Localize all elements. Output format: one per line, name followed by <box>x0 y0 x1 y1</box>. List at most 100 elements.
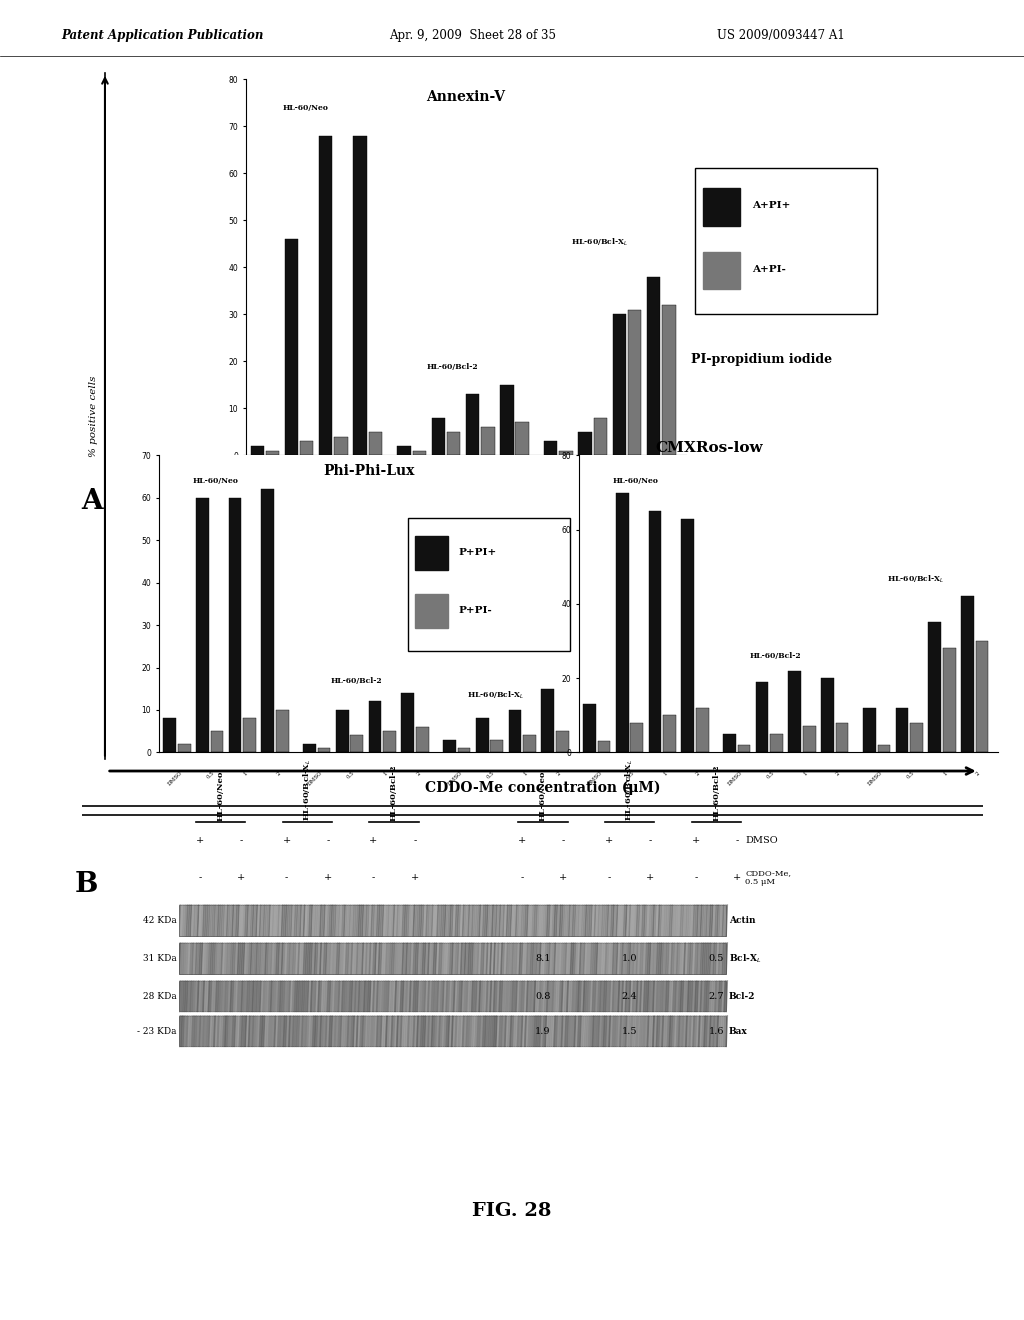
Text: B: B <box>75 871 97 898</box>
Bar <box>737 744 751 752</box>
Text: Bcl-X$_L$: Bcl-X$_L$ <box>729 952 762 965</box>
Text: 2: 2 <box>836 771 841 776</box>
Text: 1: 1 <box>803 771 809 776</box>
Text: A+PI-: A+PI- <box>752 265 785 275</box>
Bar <box>163 718 176 752</box>
Text: CMXRos-low: CMXRos-low <box>655 441 763 455</box>
Bar <box>458 748 470 752</box>
Text: 31 KDa: 31 KDa <box>142 954 176 962</box>
Bar <box>431 417 445 455</box>
Bar <box>664 715 676 752</box>
Text: - 23 KDa: - 23 KDa <box>137 1027 176 1036</box>
Text: DMSO: DMSO <box>866 771 883 787</box>
Text: 2: 2 <box>975 771 981 776</box>
Bar <box>300 441 313 455</box>
Text: CDDO-Me,
0.5 μM: CDDO-Me, 0.5 μM <box>745 869 792 886</box>
Bar <box>559 450 572 455</box>
Text: +: + <box>691 837 699 846</box>
Bar <box>821 678 834 752</box>
Text: HL-60/Bcl-2: HL-60/Bcl-2 <box>330 677 382 685</box>
Text: 1.0: 1.0 <box>622 954 637 962</box>
Text: DMSO: DMSO <box>446 771 463 787</box>
Text: HL-60/Bcl-X$_L$: HL-60/Bcl-X$_L$ <box>301 759 313 821</box>
Bar <box>509 710 521 752</box>
Text: HL-60/Bcl-2: HL-60/Bcl-2 <box>427 363 478 371</box>
Text: 1.5: 1.5 <box>622 1027 637 1036</box>
Text: HL-60/Neo: HL-60/Neo <box>539 770 547 821</box>
Bar <box>303 744 316 752</box>
Text: HL-60/Bcl-X$_L$: HL-60/Bcl-X$_L$ <box>624 759 636 821</box>
Text: 1.9: 1.9 <box>536 1027 551 1036</box>
Bar <box>415 536 449 570</box>
FancyBboxPatch shape <box>695 168 877 314</box>
Bar <box>770 734 783 752</box>
Text: 2: 2 <box>555 771 561 776</box>
Bar <box>369 432 382 455</box>
Text: 0.5: 0.5 <box>296 478 306 487</box>
Bar <box>285 239 298 455</box>
Text: 1.6: 1.6 <box>709 1027 724 1036</box>
Bar <box>515 422 528 455</box>
Text: DMSO: DMSO <box>745 837 778 846</box>
Text: HL-60/Bcl-2: HL-60/Bcl-2 <box>750 652 802 660</box>
Text: HL-60/Bcl-X$_L$: HL-60/Bcl-X$_L$ <box>887 574 944 585</box>
Bar <box>612 314 626 455</box>
Bar <box>179 906 726 936</box>
Bar <box>723 734 736 752</box>
Bar <box>702 187 740 226</box>
Bar <box>369 701 381 752</box>
Text: HL-60/Neo: HL-60/Neo <box>216 770 224 821</box>
Text: +: + <box>411 873 419 882</box>
Bar <box>251 446 264 455</box>
Text: A+PI+: A+PI+ <box>752 202 791 210</box>
Text: 2: 2 <box>695 771 701 776</box>
Bar <box>648 511 662 752</box>
Bar <box>413 450 426 455</box>
Text: HL-60/Bcl-2: HL-60/Bcl-2 <box>390 764 398 821</box>
Text: US 2009/0093447 A1: US 2009/0093447 A1 <box>717 29 845 42</box>
Bar <box>350 735 364 752</box>
Text: P+PI+: P+PI+ <box>459 548 497 557</box>
Text: 2: 2 <box>515 478 521 484</box>
Text: -: - <box>240 837 243 846</box>
FancyBboxPatch shape <box>408 517 570 651</box>
Text: 2.4: 2.4 <box>622 991 638 1001</box>
Bar <box>579 432 592 455</box>
Text: DMSO: DMSO <box>401 478 418 495</box>
Bar <box>647 277 660 455</box>
Text: 1: 1 <box>628 478 634 484</box>
Bar <box>863 708 876 752</box>
Bar <box>476 718 488 752</box>
Bar <box>319 136 333 455</box>
Bar <box>976 642 988 752</box>
Text: PI-propidium iodide: PI-propidium iodide <box>691 354 833 366</box>
Bar <box>415 594 449 628</box>
Bar <box>523 735 536 752</box>
Bar <box>179 1016 726 1047</box>
Bar <box>228 498 242 752</box>
Text: 0.5: 0.5 <box>766 771 776 780</box>
Text: +: + <box>733 873 741 882</box>
Text: 2: 2 <box>416 771 421 776</box>
Text: +: + <box>324 873 332 882</box>
Text: +: + <box>370 837 378 846</box>
Text: 0.5: 0.5 <box>442 478 453 487</box>
Bar <box>383 731 396 752</box>
Text: 0.5: 0.5 <box>709 954 724 962</box>
Text: +: + <box>238 873 246 882</box>
Text: -: - <box>199 873 202 882</box>
Text: -: - <box>285 873 289 882</box>
Text: 1: 1 <box>383 771 389 776</box>
Text: +: + <box>605 837 613 846</box>
Text: 2: 2 <box>662 478 668 484</box>
Text: 0.5: 0.5 <box>626 771 636 780</box>
Bar <box>353 136 367 455</box>
Text: 8.1: 8.1 <box>536 954 551 962</box>
Bar <box>544 441 557 455</box>
Text: +: + <box>518 837 526 846</box>
Bar <box>179 981 726 1011</box>
Text: +: + <box>283 837 291 846</box>
Text: -: - <box>735 837 738 846</box>
Text: DMSO: DMSO <box>306 771 324 787</box>
Bar <box>397 446 411 455</box>
